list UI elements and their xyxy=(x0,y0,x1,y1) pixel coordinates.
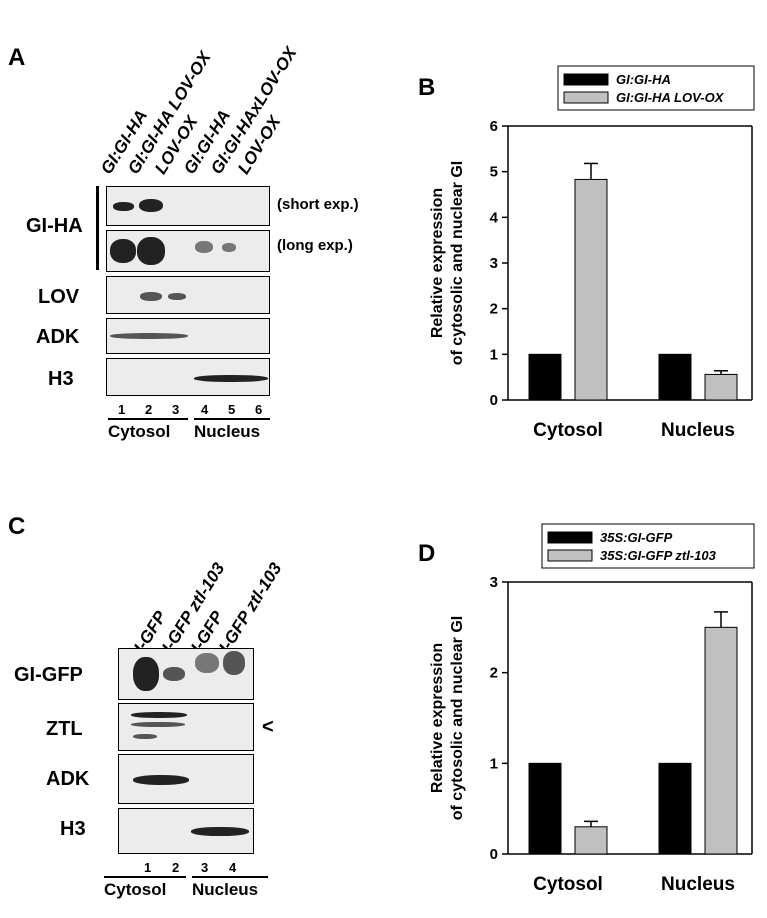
lane-number: 6 xyxy=(255,402,263,417)
group-label-cytosol: Cytosol xyxy=(108,422,171,441)
y-tick-label: 0 xyxy=(490,392,498,409)
blot-gi-ha-long xyxy=(106,230,270,272)
bar xyxy=(528,353,562,401)
legend-swatch xyxy=(547,531,593,544)
bar xyxy=(528,762,562,855)
band xyxy=(191,827,249,836)
band xyxy=(133,734,157,739)
chart-d: 35S:GI-GFP 35S:GI-GFP ztl-103 0 1 2 3 Relative… xyxy=(429,523,755,895)
lane-number: 3 xyxy=(201,860,209,875)
bar xyxy=(704,373,738,401)
legend-label: 35S:GI-GFP xyxy=(600,530,673,545)
lane-number: 2 xyxy=(145,402,153,417)
panel-label-d: D xyxy=(418,540,436,567)
row-label-lov: LOV xyxy=(38,286,80,308)
bar xyxy=(574,826,608,855)
panel-label-c: C xyxy=(8,513,26,540)
panel-label-a: A xyxy=(8,44,26,71)
legend-swatch xyxy=(547,549,593,562)
band xyxy=(195,241,213,253)
band xyxy=(133,775,189,785)
blot-ztl xyxy=(118,703,254,751)
legend-label: GI:GI-HA xyxy=(616,72,671,87)
y-axis-label: Relative expression xyxy=(429,188,446,338)
y-tick-label: 1 xyxy=(490,755,498,772)
band xyxy=(163,667,185,681)
row-label-gi-ha: GI-HA xyxy=(26,215,83,237)
row-label-adk-c: ADK xyxy=(46,768,90,790)
blot-adk-c xyxy=(118,754,254,804)
row-label-adk: ADK xyxy=(36,326,80,348)
band xyxy=(195,653,219,673)
blot-adk xyxy=(106,318,270,354)
blot-gi-ha-short xyxy=(106,186,270,226)
x-tick-label: Cytosol xyxy=(533,420,603,441)
band xyxy=(110,239,136,263)
y-tick-label: 4 xyxy=(490,209,499,226)
chart-b: GI:GI-HA GI:GI-HA LOV-OX 0 1 2 3 4 5 6 Relative e… xyxy=(429,65,755,441)
cytosol-underline-c xyxy=(104,876,186,878)
bar xyxy=(704,626,738,855)
band xyxy=(133,657,159,691)
lane-number: 4 xyxy=(229,860,237,875)
band xyxy=(113,202,134,211)
y-axis-label: Relative expression xyxy=(429,643,446,793)
band xyxy=(110,333,188,339)
y-axis-label: of cytosolic and nuclear GI xyxy=(449,161,466,366)
y-tick-label: 5 xyxy=(490,164,498,181)
y-tick-label: 1 xyxy=(490,346,498,363)
blot-gi-gfp xyxy=(118,648,254,700)
short-exposure-label: (short exp.) xyxy=(277,196,359,213)
lane-number: 5 xyxy=(228,402,236,417)
y-tick-label: 3 xyxy=(490,574,498,591)
x-tick-label: Nucleus xyxy=(661,420,735,441)
band xyxy=(222,243,236,252)
y-axis-label: of cytosolic and nuclear GI xyxy=(449,616,466,821)
blot-h3-c xyxy=(118,808,254,854)
panel-label-b: B xyxy=(418,74,436,101)
ztl-band-arrow: < xyxy=(262,716,274,738)
y-tick-label: 2 xyxy=(490,665,498,682)
legend-label: GI:GI-HA LOV-OX xyxy=(616,90,725,105)
band xyxy=(140,292,162,301)
cytosol-underline xyxy=(108,418,188,420)
band xyxy=(137,237,165,265)
blot-h3 xyxy=(106,358,270,396)
bar xyxy=(658,762,692,855)
lane-number: 3 xyxy=(172,402,180,417)
row-label-gi-gfp: GI-GFP xyxy=(14,664,83,686)
x-tick-label: Cytosol xyxy=(533,874,603,895)
y-tick-label: 0 xyxy=(490,846,498,863)
legend-swatch xyxy=(563,91,609,104)
y-tick-label: 6 xyxy=(490,118,498,135)
row-label-h3: H3 xyxy=(48,368,74,390)
row-label-h3-c: H3 xyxy=(60,818,86,840)
legend-swatch xyxy=(563,73,609,86)
group-label-nucleus: Nucleus xyxy=(194,422,261,441)
lane-number: 1 xyxy=(118,402,126,417)
group-label-cytosol-c: Cytosol xyxy=(104,880,167,899)
band xyxy=(131,712,187,718)
lane-number: 2 xyxy=(172,860,180,875)
group-label-nucleus-c: Nucleus xyxy=(192,880,259,899)
band xyxy=(223,651,245,675)
y-tick-label: 2 xyxy=(490,301,498,318)
x-tick-label: Nucleus xyxy=(661,874,735,895)
y-tick-label: 3 xyxy=(490,255,498,272)
blot-lov xyxy=(106,276,270,314)
bar xyxy=(574,178,608,401)
lane-number: 1 xyxy=(144,860,152,875)
nucleus-underline xyxy=(194,418,270,420)
bar xyxy=(658,353,692,401)
row-label-ztl: ZTL xyxy=(46,718,83,740)
long-exposure-label: (long exp.) xyxy=(277,237,353,254)
band xyxy=(194,375,268,382)
lane-number: 4 xyxy=(201,402,209,417)
gi-ha-bracket xyxy=(96,186,99,270)
nucleus-underline-c xyxy=(192,876,268,878)
legend-label: 35S:GI-GFP ztl-103 xyxy=(600,548,717,563)
band xyxy=(131,722,185,727)
band xyxy=(139,199,163,212)
band xyxy=(168,293,186,300)
